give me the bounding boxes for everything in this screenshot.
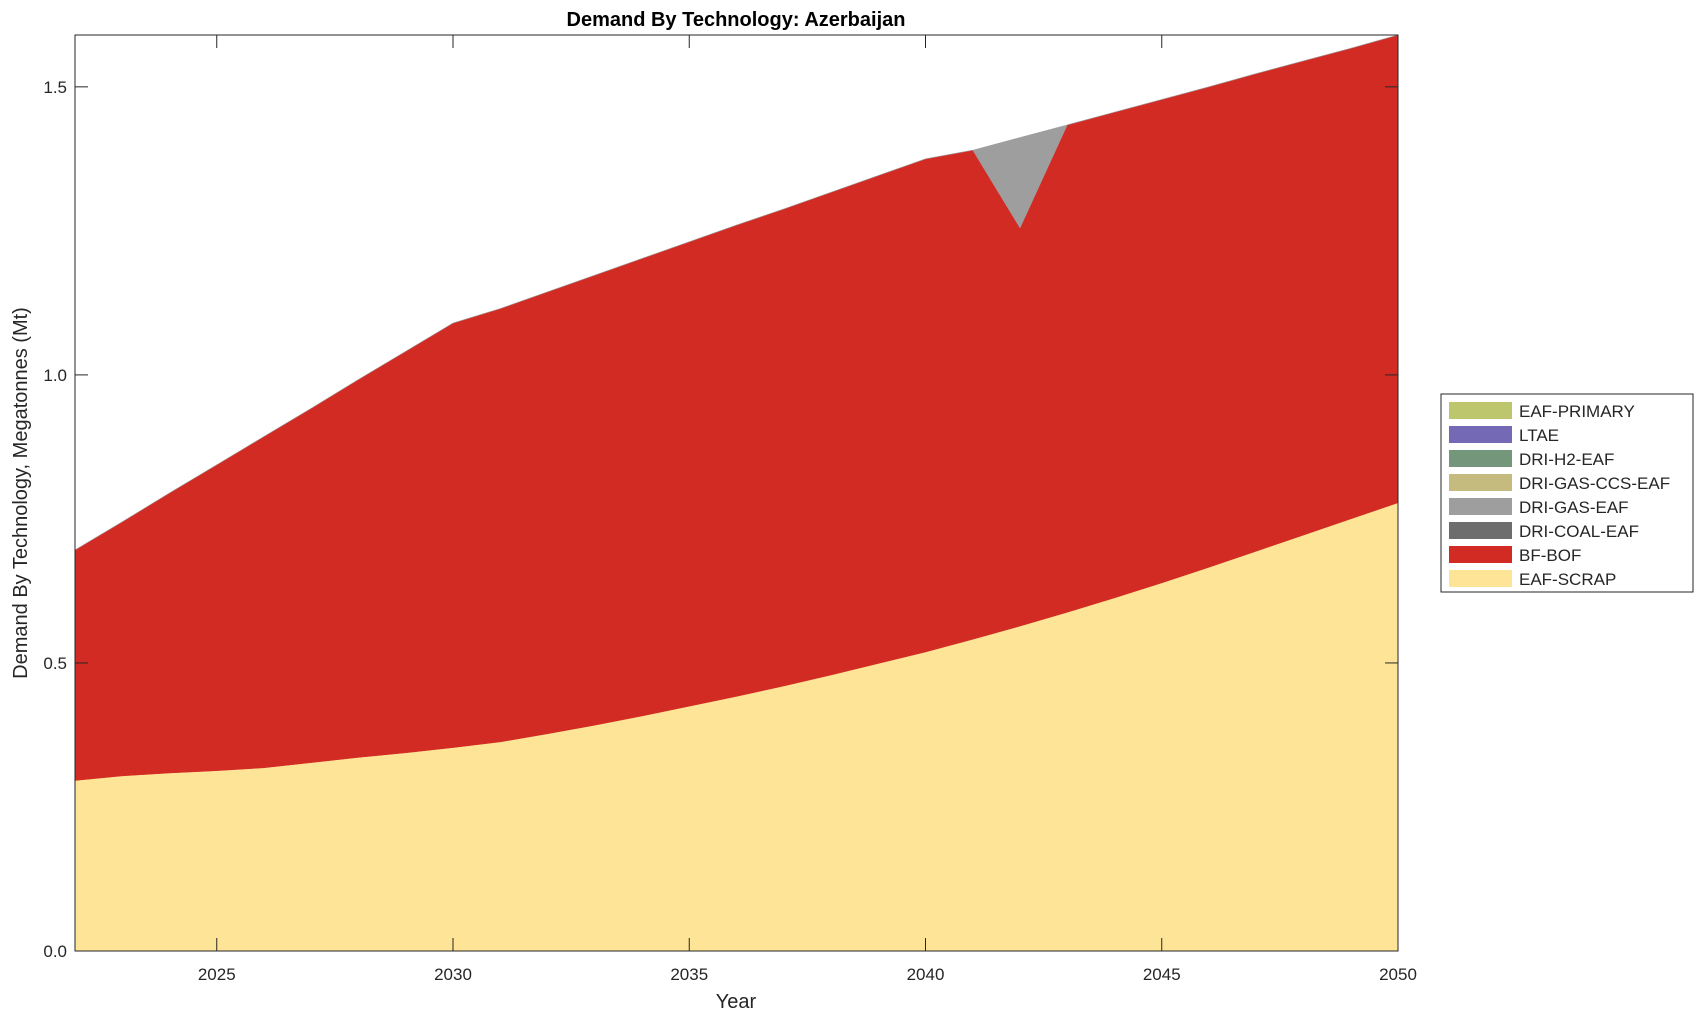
legend-label: DRI-GAS-CCS-EAF	[1519, 474, 1670, 493]
legend-label: DRI-GAS-EAF	[1519, 498, 1629, 517]
area-layer	[74, 34, 1399, 952]
legend-label: EAF-PRIMARY	[1519, 402, 1635, 421]
legend-item: DRI-GAS-CCS-EAF	[1449, 474, 1670, 493]
legend-label: LTAE	[1519, 426, 1559, 445]
legend-item: LTAE	[1449, 426, 1559, 445]
x-tick-label: 2050	[1379, 965, 1417, 984]
legend-item: DRI-H2-EAF	[1449, 450, 1614, 469]
legend-swatch	[1449, 522, 1512, 539]
x-tick-label: 2030	[434, 965, 472, 984]
legend-swatch	[1449, 426, 1512, 443]
legend-swatch	[1449, 474, 1512, 491]
x-tick-label: 2025	[198, 965, 236, 984]
legend-item: EAF-PRIMARY	[1449, 402, 1635, 421]
legend-label: DRI-H2-EAF	[1519, 450, 1614, 469]
legend-swatch	[1449, 450, 1512, 467]
x-axis-label: Year	[716, 991, 757, 1013]
legend-swatch	[1449, 570, 1512, 587]
axes-box	[74, 34, 1399, 952]
legend-item: EAF-SCRAP	[1449, 570, 1616, 589]
legend-swatch	[1449, 402, 1512, 419]
tick-layer: 2025 2030 2035 2040 2045 2050 0.0 0.5 1.0 1.5	[43, 35, 1417, 984]
legend: EAF-PRIMARY LTAE DRI-H2-EAF DRI-GAS-CCS-EAF…	[1440, 393, 1694, 593]
y-tick-label: 0.5	[43, 654, 67, 673]
legend-item: DRI-COAL-EAF	[1449, 522, 1639, 541]
y-tick-label: 0.0	[43, 942, 67, 961]
legend-label: EAF-SCRAP	[1519, 570, 1616, 589]
legend-label: DRI-COAL-EAF	[1519, 522, 1639, 541]
chart-title: Demand By Technology: Azerbaijan	[567, 9, 906, 31]
legend-swatch	[1449, 546, 1512, 563]
y-tick-label: 1.0	[43, 366, 67, 385]
x-tick-label: 2045	[1143, 965, 1181, 984]
y-tick-label: 1.5	[43, 78, 67, 97]
x-tick-label: 2040	[907, 965, 945, 984]
legend-swatch	[1449, 498, 1512, 515]
x-tick-label: 2035	[670, 965, 708, 984]
y-axis-label: Demand By Technology, Megatonnes (Mt)	[10, 307, 32, 679]
legend-label: BF-BOF	[1519, 546, 1581, 565]
legend-item: DRI-GAS-EAF	[1449, 498, 1629, 517]
legend-item: BF-BOF	[1449, 546, 1581, 565]
